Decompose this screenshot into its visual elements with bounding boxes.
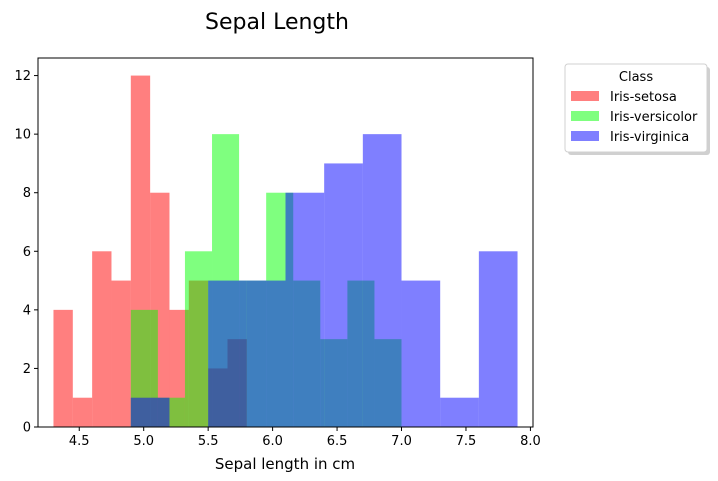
legend-swatch-iris-versicolor [571,111,599,121]
bar-iris-virginica-6 [362,134,402,427]
x-tick-label: 7.5 [456,434,477,449]
x-tick-label: 6.0 [262,434,283,449]
legend-items: Iris-setosa Iris-versicolor Iris-virginica [571,90,698,145]
y-tick-label: 12 [14,69,31,84]
x-tick-label: 5.0 [133,434,154,449]
bar-iris-setosa-1 [72,397,93,427]
bar-iris-versicolor-2 [184,251,213,427]
legend-box [564,63,708,153]
x-axis-label: Sepal length in cm [215,455,355,473]
bar-iris-virginica-4 [285,192,325,427]
bar-iris-setosa-0 [53,309,73,427]
x-tick-label: 5.5 [198,434,219,449]
y-tick-label: 6 [23,245,31,260]
bar-iris-virginica-2 [208,280,247,427]
bar-iris-setosa-3 [111,280,131,427]
x-tick-label: 8.0 [520,434,541,449]
bars-layer [53,75,518,427]
bar-iris-virginica-9 [478,251,518,427]
y-axis: 0 2 4 6 8 10 12 [14,69,38,436]
legend-swatch-iris-setosa [571,91,599,101]
x-axis: 4.5 5.0 5.5 6.0 6.5 7.0 7.5 8.0 [69,427,541,449]
bar-iris-virginica-8 [440,397,479,427]
legend-label-iris-setosa: Iris-setosa [610,90,677,105]
legend: Class Iris-setosa Iris-versicolor Iris-vir… [564,63,710,155]
y-tick-label: 0 [23,421,31,436]
y-tick-label: 2 [23,362,31,377]
x-tick-label: 6.5 [327,434,348,449]
legend-label-iris-virginica: Iris-virginica [610,130,689,145]
y-tick-label: 4 [23,303,31,318]
legend-swatch-iris-virginica [571,131,599,141]
y-tick-label: 10 [14,128,31,143]
bar-iris-setosa-2 [92,251,112,427]
legend-title: Class [619,70,653,85]
bar-iris-virginica-5 [324,163,363,427]
y-tick-label: 8 [23,186,31,201]
legend-label-iris-versicolor: Iris-versicolor [610,110,698,125]
x-tick-label: 4.5 [69,434,90,449]
bar-iris-virginica-0 [130,397,170,427]
x-tick-label: 7.0 [391,434,412,449]
bar-iris-virginica-7 [401,280,441,427]
bar-iris-virginica-3 [246,280,286,427]
chart-title: Sepal Length [205,10,349,35]
plot-frame [37,57,534,428]
